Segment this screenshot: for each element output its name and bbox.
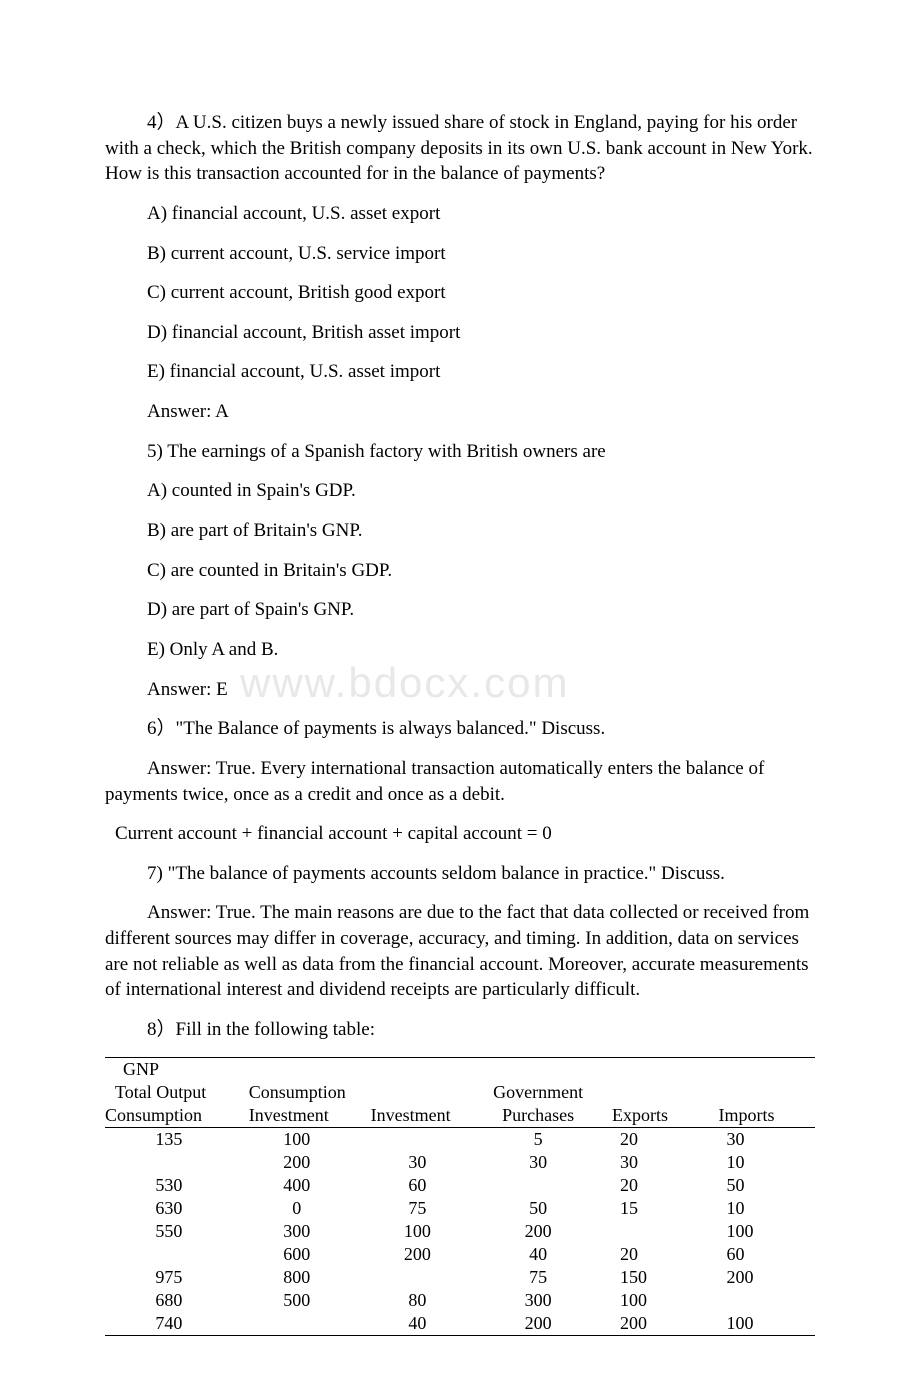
q4-option-a: A) financial account, U.S. asset export (105, 201, 815, 227)
q8-question: 8）Fill in the following table: (105, 1017, 815, 1043)
q4-question: 4）A U.S. citizen buys a newly issued sha… (105, 110, 815, 187)
table-row: 20030303010 (105, 1151, 815, 1174)
table-row: 97580075150200 (105, 1266, 815, 1289)
table-header: GNP Total Output Consumption Government … (105, 1057, 815, 1127)
q5-option-c: C) are counted in Britain's GDP. (105, 558, 815, 584)
table-row: 550300100200100 (105, 1220, 815, 1243)
th-total-output: Total Output (105, 1081, 233, 1104)
th-imports: Imports (708, 1104, 815, 1128)
q4-answer: Answer: A (105, 399, 815, 425)
table-row: 13510052030 (105, 1127, 815, 1151)
th-investment-1: Investment (233, 1104, 361, 1128)
th-purchases: Purchases (474, 1104, 602, 1128)
q5-option-a: A) counted in Spain's GDP. (105, 478, 815, 504)
table-row: 74040200200100 (105, 1312, 815, 1336)
q4-option-e: E) financial account, U.S. asset import (105, 359, 815, 385)
q7-answer: Answer: True. The main reasons are due t… (105, 900, 815, 1003)
th-consumption-1: Consumption (233, 1081, 361, 1104)
th-gnp-1: GNP (105, 1057, 233, 1081)
th-investment-2: Investment (361, 1104, 475, 1128)
table-row: 630075501510 (105, 1197, 815, 1220)
q5-option-b: B) are part of Britain's GNP. (105, 518, 815, 544)
th-exports: Exports (602, 1104, 709, 1128)
table-row: 68050080300100 (105, 1289, 815, 1312)
watermark-region: www.bdocx.com Answer: E 6）"The Balance o… (105, 677, 815, 742)
q4-option-c: C) current account, British good export (105, 280, 815, 306)
gnp-table: GNP Total Output Consumption Government … (105, 1057, 815, 1336)
q7-question: 7) "The balance of payments accounts sel… (105, 861, 815, 887)
q5-question: 5) The earnings of a Spanish factory wit… (105, 439, 815, 465)
th-government-1: Government (474, 1081, 602, 1104)
table-body: 13510052030 20030303010 530400602050 630… (105, 1127, 815, 1335)
q5-option-e: E) Only A and B. (105, 637, 815, 663)
q6-answer: Answer: True. Every international transa… (105, 756, 815, 807)
th-consumption-2: Consumption (105, 1104, 233, 1128)
q4-option-d: D) financial account, British asset impo… (105, 320, 815, 346)
q6-equation: Current account + financial account + ca… (105, 821, 815, 847)
q6-question: 6）"The Balance of payments is always bal… (105, 716, 815, 742)
q5-answer: Answer: E (105, 677, 815, 703)
q4-option-b: B) current account, U.S. service import (105, 241, 815, 267)
table-row: 600200402060 (105, 1243, 815, 1266)
q5-option-d: D) are part of Spain's GNP. (105, 597, 815, 623)
document-page: 4）A U.S. citizen buys a newly issued sha… (0, 0, 920, 1396)
table-row: 530400602050 (105, 1174, 815, 1197)
